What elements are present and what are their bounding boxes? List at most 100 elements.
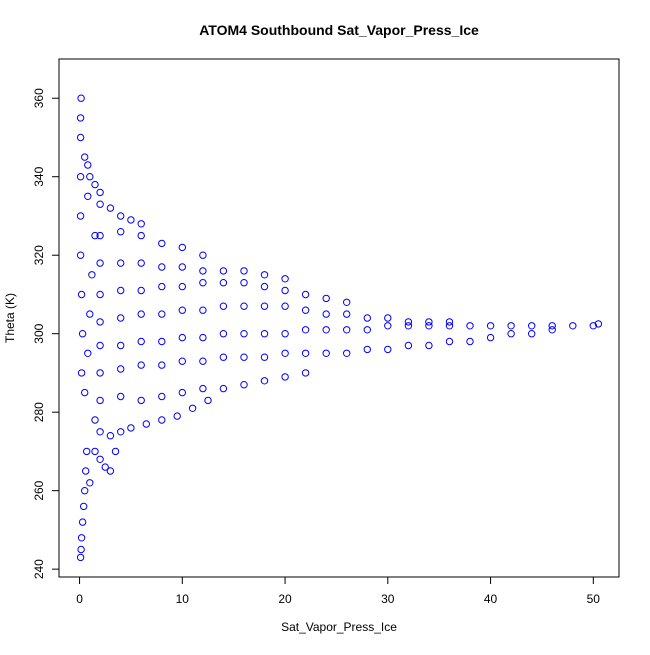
data-point <box>199 333 207 342</box>
data-point <box>260 353 269 361</box>
data-point <box>322 326 330 334</box>
data-point <box>466 337 474 346</box>
data-point <box>199 384 207 393</box>
data-point <box>96 188 104 197</box>
data-point <box>77 534 86 542</box>
data-point <box>240 330 248 338</box>
data-point <box>76 553 85 562</box>
y-axis: 240 260 280 300 320 340 360 <box>32 88 60 579</box>
data-point <box>260 302 269 310</box>
data-point <box>83 447 91 456</box>
data-point <box>178 306 187 314</box>
data-point <box>86 173 94 181</box>
data-point <box>96 200 104 208</box>
data-point <box>96 290 104 299</box>
data-point <box>240 267 248 275</box>
data-point <box>96 341 104 350</box>
data-point <box>127 216 135 224</box>
data-point <box>77 545 85 554</box>
data-point <box>91 447 99 456</box>
data-point <box>101 463 109 471</box>
x-axis-label: Sat_Vapor_Press_Ice <box>281 620 397 634</box>
data-point <box>322 294 330 303</box>
data-point <box>204 396 212 405</box>
x-tick-label: 30 <box>381 592 395 606</box>
data-point <box>117 341 125 350</box>
data-point <box>117 428 125 436</box>
y-tick-label: 260 <box>32 480 46 500</box>
data-point <box>173 412 181 420</box>
data-point <box>260 282 269 291</box>
y-tick-label: 240 <box>32 559 46 579</box>
data-point <box>137 361 145 369</box>
data-point <box>137 231 145 240</box>
data-point <box>260 377 269 385</box>
x-tick-label: 0 <box>76 592 83 606</box>
data-point <box>343 326 351 334</box>
data-point <box>240 353 248 361</box>
data-point <box>158 263 166 271</box>
data-point <box>260 271 269 279</box>
data-point <box>548 322 556 330</box>
data-point <box>91 231 99 240</box>
data-point <box>77 94 85 102</box>
data-point <box>77 369 86 377</box>
data-point <box>363 314 371 322</box>
y-tick-label: 320 <box>32 245 46 265</box>
data-point <box>343 349 351 357</box>
data-point <box>117 286 125 295</box>
data-point <box>343 298 351 306</box>
data-point <box>76 133 85 142</box>
data-point <box>158 282 166 291</box>
data-point <box>137 396 145 405</box>
data-point <box>106 467 115 475</box>
data-point <box>363 326 371 334</box>
data-point <box>199 279 207 287</box>
data-point <box>281 373 289 381</box>
x-tick-label: 40 <box>484 592 498 606</box>
data-point <box>188 404 197 412</box>
data-point <box>528 322 536 330</box>
data-point <box>301 369 310 377</box>
data-point <box>117 212 125 220</box>
data-point <box>158 239 166 248</box>
data-point <box>594 320 603 328</box>
data-point <box>486 322 495 330</box>
data-point <box>425 341 433 350</box>
data-point <box>117 228 125 236</box>
data-point <box>81 487 89 495</box>
data-point <box>569 322 577 330</box>
data-point <box>199 267 207 275</box>
data-point <box>96 428 104 436</box>
data-point <box>384 322 392 330</box>
data-point <box>96 369 104 377</box>
data-point <box>76 251 85 259</box>
data-points <box>76 94 603 562</box>
data-point <box>86 310 94 318</box>
data-point <box>82 467 90 475</box>
data-point <box>84 161 92 169</box>
data-point <box>178 388 187 397</box>
chart-title: ATOM4 Southbound Sat_Vapor_Press_Ice <box>199 22 479 38</box>
data-point <box>117 314 125 322</box>
data-point <box>158 361 166 369</box>
data-point <box>486 333 495 342</box>
data-point <box>106 204 115 212</box>
data-point <box>76 212 85 220</box>
data-point <box>76 173 85 181</box>
data-point <box>281 302 289 310</box>
data-point <box>178 243 187 252</box>
data-point <box>219 353 228 361</box>
data-point <box>158 392 166 401</box>
data-point <box>281 286 289 295</box>
data-point <box>96 318 104 326</box>
data-point <box>425 322 433 330</box>
data-point <box>240 302 248 310</box>
data-point <box>137 259 145 267</box>
data-point <box>425 318 433 326</box>
data-point <box>178 333 187 342</box>
data-point <box>158 337 166 346</box>
data-point <box>137 220 145 228</box>
